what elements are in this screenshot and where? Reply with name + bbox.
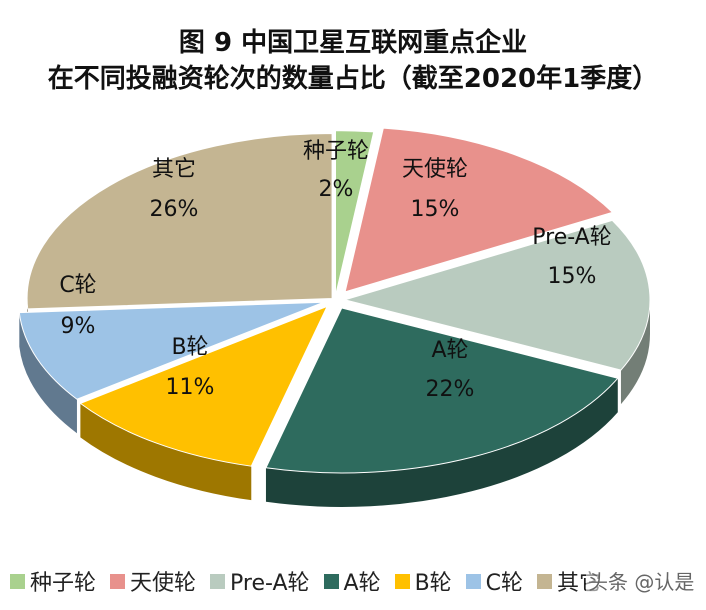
chart-subtitle: 在不同投融资轮次的数量占比（截至2020年1季度）	[47, 64, 659, 94]
pie-slice	[26, 132, 333, 310]
legend-item: C轮	[465, 565, 524, 597]
legend-item: 天使轮	[110, 565, 196, 597]
slice-value-label: 11%	[166, 375, 215, 400]
legend-label: B轮	[414, 571, 452, 596]
pie-slice	[335, 130, 375, 296]
legend-item: A轮	[323, 565, 381, 597]
legend-label: 种子轮	[30, 571, 97, 596]
pie-slice	[79, 305, 329, 467]
pie-slice-side	[19, 312, 77, 434]
legend-item: Pre-A轮	[210, 565, 310, 597]
legend-swatch	[394, 573, 410, 589]
pie-slice-side	[620, 299, 650, 405]
slice-value-label: 2%	[319, 177, 354, 202]
pie-slice-side	[80, 403, 252, 501]
slice-value-label: 22%	[426, 377, 475, 402]
slice-value-label: 9%	[61, 314, 96, 339]
slice-label: 其它	[152, 157, 196, 182]
slice-label: Pre-A轮	[532, 225, 611, 250]
slice-label: C轮	[59, 273, 96, 298]
legend-swatch	[210, 573, 226, 589]
chart-title: 图 9 中国卫星互联网重点企业	[178, 28, 528, 58]
legend-swatch	[110, 573, 126, 589]
watermark: 头条 @认是	[586, 566, 697, 595]
legend-label: C轮	[485, 571, 524, 596]
legend-swatch	[465, 573, 481, 589]
slice-value-label: 15%	[548, 264, 597, 289]
pie-slice	[343, 219, 651, 371]
chart-legend: 种子轮 天使轮 Pre-A轮 A轮 B轮 C轮 其它	[10, 566, 706, 596]
slice-label: 种子轮	[303, 139, 369, 164]
slice-value-label: 26%	[150, 197, 199, 222]
slice-label: B轮	[171, 335, 208, 360]
legend-swatch	[323, 573, 339, 589]
slice-value-label: 15%	[411, 197, 460, 222]
slice-label: 天使轮	[402, 157, 468, 182]
pie-chart: 种子轮 2% 天使轮 15% Pre-A轮 15% A轮 22% B轮 11% C轮 9% 其它 26%	[18, 127, 651, 507]
legend-swatch	[537, 573, 553, 589]
legend-label: Pre-A轮	[230, 571, 310, 596]
pie-slice	[265, 307, 619, 474]
pie-slice	[344, 127, 614, 293]
legend-item: 种子轮	[10, 565, 96, 597]
pie-slice-side	[265, 378, 618, 507]
legend-swatch	[10, 573, 25, 589]
legend-label: 天使轮	[130, 571, 197, 596]
slice-label: A轮	[431, 338, 468, 363]
legend-label: A轮	[343, 571, 381, 596]
legend-item: B轮	[394, 565, 452, 597]
pie-slice	[18, 301, 324, 400]
